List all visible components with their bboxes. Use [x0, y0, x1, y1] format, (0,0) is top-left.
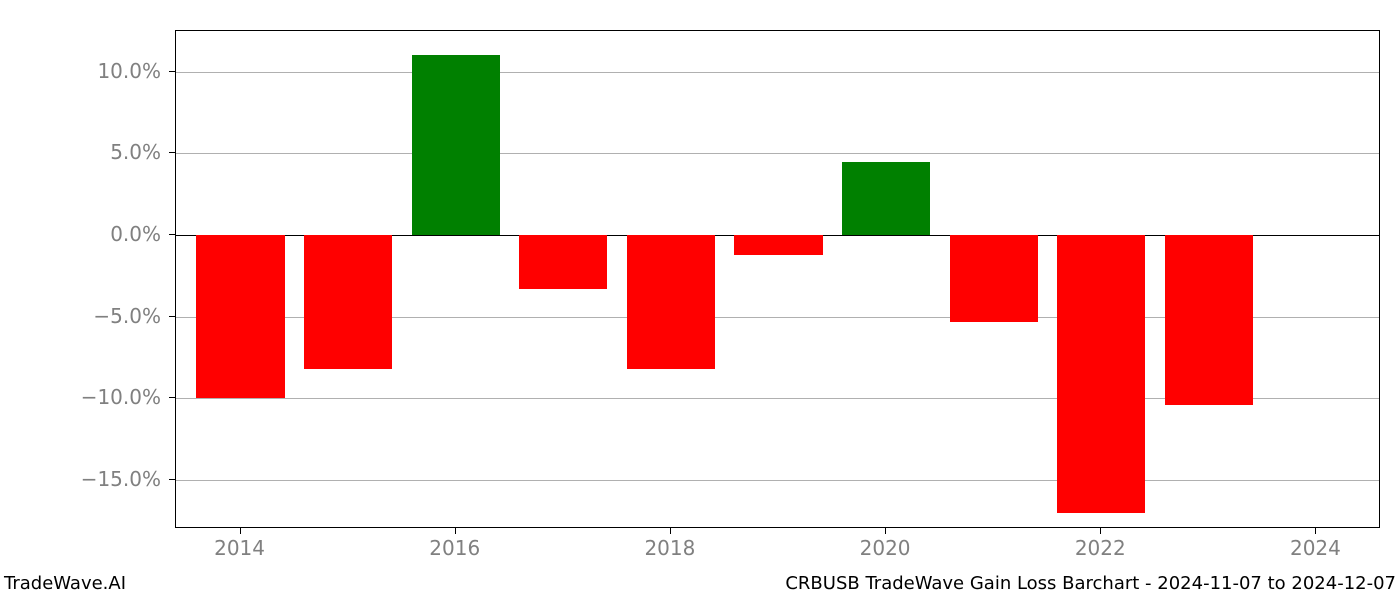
ytick-mark	[169, 152, 175, 153]
ytick-mark	[169, 316, 175, 317]
plot-area	[175, 30, 1380, 528]
bar	[627, 235, 715, 369]
bar	[412, 55, 500, 235]
xtick-label: 2018	[644, 536, 695, 560]
footer-right: CRBUSB TradeWave Gain Loss Barchart - 20…	[785, 573, 1396, 594]
ytick-label: −5.0%	[0, 304, 161, 328]
ytick-label: 0.0%	[0, 222, 161, 246]
chart-stage: TradeWave.AI CRBUSB TradeWave Gain Loss …	[0, 0, 1400, 600]
ytick-label: 10.0%	[0, 59, 161, 83]
xtick-label: 2022	[1075, 536, 1126, 560]
xtick-label: 2014	[214, 536, 265, 560]
bar	[1057, 235, 1145, 513]
ytick-label: −15.0%	[0, 467, 161, 491]
bar	[734, 235, 822, 255]
bar	[304, 235, 392, 369]
gridline	[176, 480, 1379, 481]
gridline	[176, 153, 1379, 154]
ytick-label: 5.0%	[0, 140, 161, 164]
xtick-mark	[240, 528, 241, 534]
xtick-label: 2024	[1290, 536, 1341, 560]
xtick-label: 2016	[429, 536, 480, 560]
xtick-label: 2020	[860, 536, 911, 560]
bar	[1165, 235, 1253, 405]
bar	[950, 235, 1038, 322]
xtick-mark	[1100, 528, 1101, 534]
ytick-mark	[169, 479, 175, 480]
xtick-mark	[670, 528, 671, 534]
ytick-mark	[169, 71, 175, 72]
xtick-mark	[455, 528, 456, 534]
footer-left: TradeWave.AI	[4, 573, 126, 594]
bar	[519, 235, 607, 289]
gridline	[176, 72, 1379, 73]
xtick-mark	[885, 528, 886, 534]
ytick-mark	[169, 397, 175, 398]
bar	[842, 162, 930, 235]
ytick-mark	[169, 234, 175, 235]
bar	[196, 235, 284, 398]
xtick-mark	[1315, 528, 1316, 534]
ytick-label: −10.0%	[0, 385, 161, 409]
